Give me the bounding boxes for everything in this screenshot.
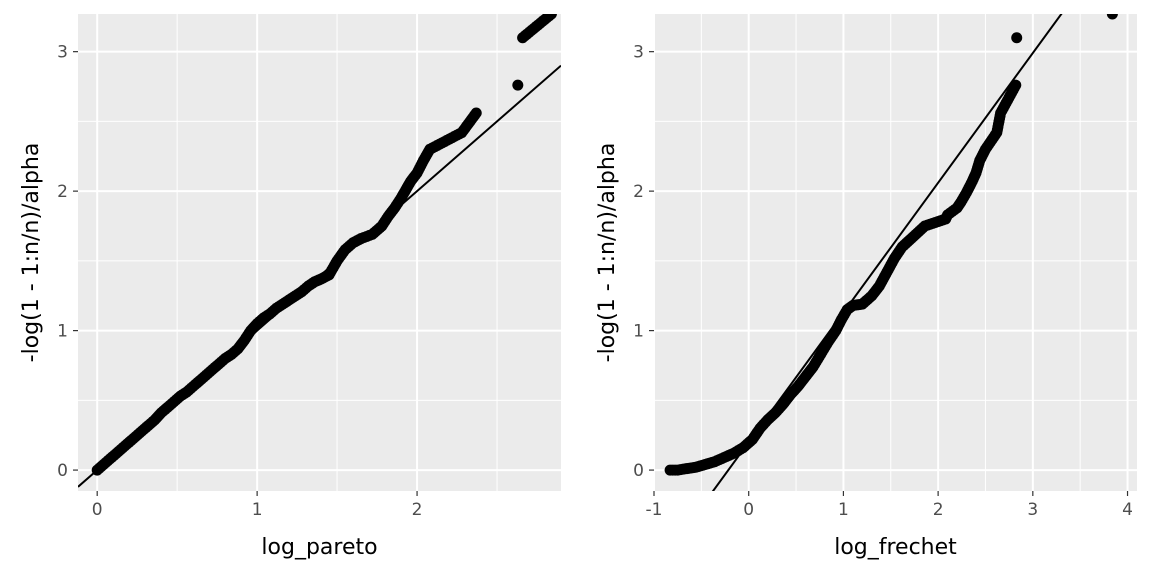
data-point: [873, 280, 885, 292]
x-tick-label: 2: [412, 500, 423, 520]
data-point: [807, 361, 819, 373]
data-point: [904, 234, 916, 246]
data-point: [919, 220, 931, 232]
data-point: [881, 266, 893, 278]
data-point: [762, 414, 774, 426]
data-point: [991, 127, 1003, 139]
data-point: [754, 422, 766, 434]
data-point: [238, 334, 250, 346]
data-point: [149, 414, 161, 426]
plot-content: [664, 14, 1118, 491]
data-point: [746, 433, 758, 445]
data-point: [690, 461, 702, 473]
data-point: [512, 79, 524, 91]
y-tick-label: 2: [633, 182, 644, 202]
data-point: [728, 447, 740, 459]
data-point: [400, 184, 412, 196]
y-tick-label: 2: [57, 182, 68, 202]
data-point: [389, 202, 401, 214]
data-point: [680, 463, 692, 475]
y-tick-label: 3: [633, 43, 644, 63]
data-point: [376, 220, 388, 232]
x-tick-label: -1: [646, 500, 663, 520]
data-point: [792, 380, 804, 392]
data-point: [970, 167, 982, 179]
data-point: [339, 244, 351, 256]
data-point: [664, 464, 676, 476]
reference-line: [711, 14, 1063, 491]
data-point: [961, 187, 973, 199]
data-point: [966, 175, 978, 187]
x-tick-label: 3: [1027, 500, 1038, 520]
data-point: [995, 107, 1007, 119]
data-point: [896, 241, 908, 253]
data-point: [382, 210, 394, 222]
data-point: [699, 459, 711, 470]
y-tick-label: 0: [633, 461, 644, 481]
data-point: [737, 442, 749, 454]
data-point: [815, 348, 827, 360]
x-tick-label: 1: [252, 500, 263, 520]
data-point: [911, 227, 923, 239]
data-point: [830, 325, 842, 337]
data-point: [411, 167, 423, 179]
left-panel: 0 1 2 0 1 2 3 log_pareto -log(1 - 1:n/n)/alpha: [19, 14, 561, 560]
data-point: [847, 300, 859, 311]
data-point: [1010, 79, 1022, 91]
y-tick-label: 0: [57, 461, 68, 481]
x-tick-label: 0: [92, 500, 103, 520]
data-point: [974, 154, 986, 166]
data-point: [672, 464, 684, 476]
y-tick-label: 1: [57, 322, 68, 342]
x-axis-title: log_frechet: [834, 535, 957, 560]
y-axis-title: -log(1 - 1:n/n)/alpha: [595, 143, 620, 363]
data-point: [517, 32, 529, 44]
data-point: [331, 255, 343, 267]
y-axis-title: -log(1 - 1:n/n)/alpha: [19, 143, 44, 363]
data-point: [355, 233, 367, 245]
x-axis-title: log_pareto: [261, 535, 377, 560]
data-point: [470, 107, 482, 119]
data-point: [866, 290, 878, 302]
data-point: [395, 192, 407, 204]
y-tick-label: 1: [633, 322, 644, 342]
x-tick-label: 2: [933, 500, 944, 520]
data-point: [889, 252, 901, 264]
data-point: [800, 371, 812, 383]
data-point: [718, 452, 730, 464]
data-point: [709, 456, 721, 468]
data-point: [777, 399, 789, 411]
data-point: [836, 313, 848, 325]
plot-content: [78, 14, 561, 488]
data-point: [784, 389, 796, 401]
data-point: [955, 196, 967, 208]
data-point: [232, 343, 244, 355]
data-point: [545, 14, 557, 20]
data-point: [417, 154, 429, 166]
data-point: [856, 298, 868, 310]
x-tick-label: 4: [1122, 500, 1133, 520]
data-point: [456, 127, 468, 139]
data-point: [1106, 14, 1118, 20]
data-point: [1011, 32, 1023, 44]
data-point: [942, 209, 954, 221]
data-point: [424, 143, 436, 155]
data-point: [769, 407, 781, 419]
x-tick-label: 1: [838, 500, 849, 520]
data-point: [245, 325, 257, 337]
data-point: [405, 175, 417, 187]
data-point: [822, 336, 834, 348]
y-tick-label: 3: [57, 43, 68, 63]
data-point: [979, 143, 991, 155]
x-tick-label: 0: [743, 500, 754, 520]
data-point: [323, 269, 335, 281]
data-point: [366, 228, 378, 240]
